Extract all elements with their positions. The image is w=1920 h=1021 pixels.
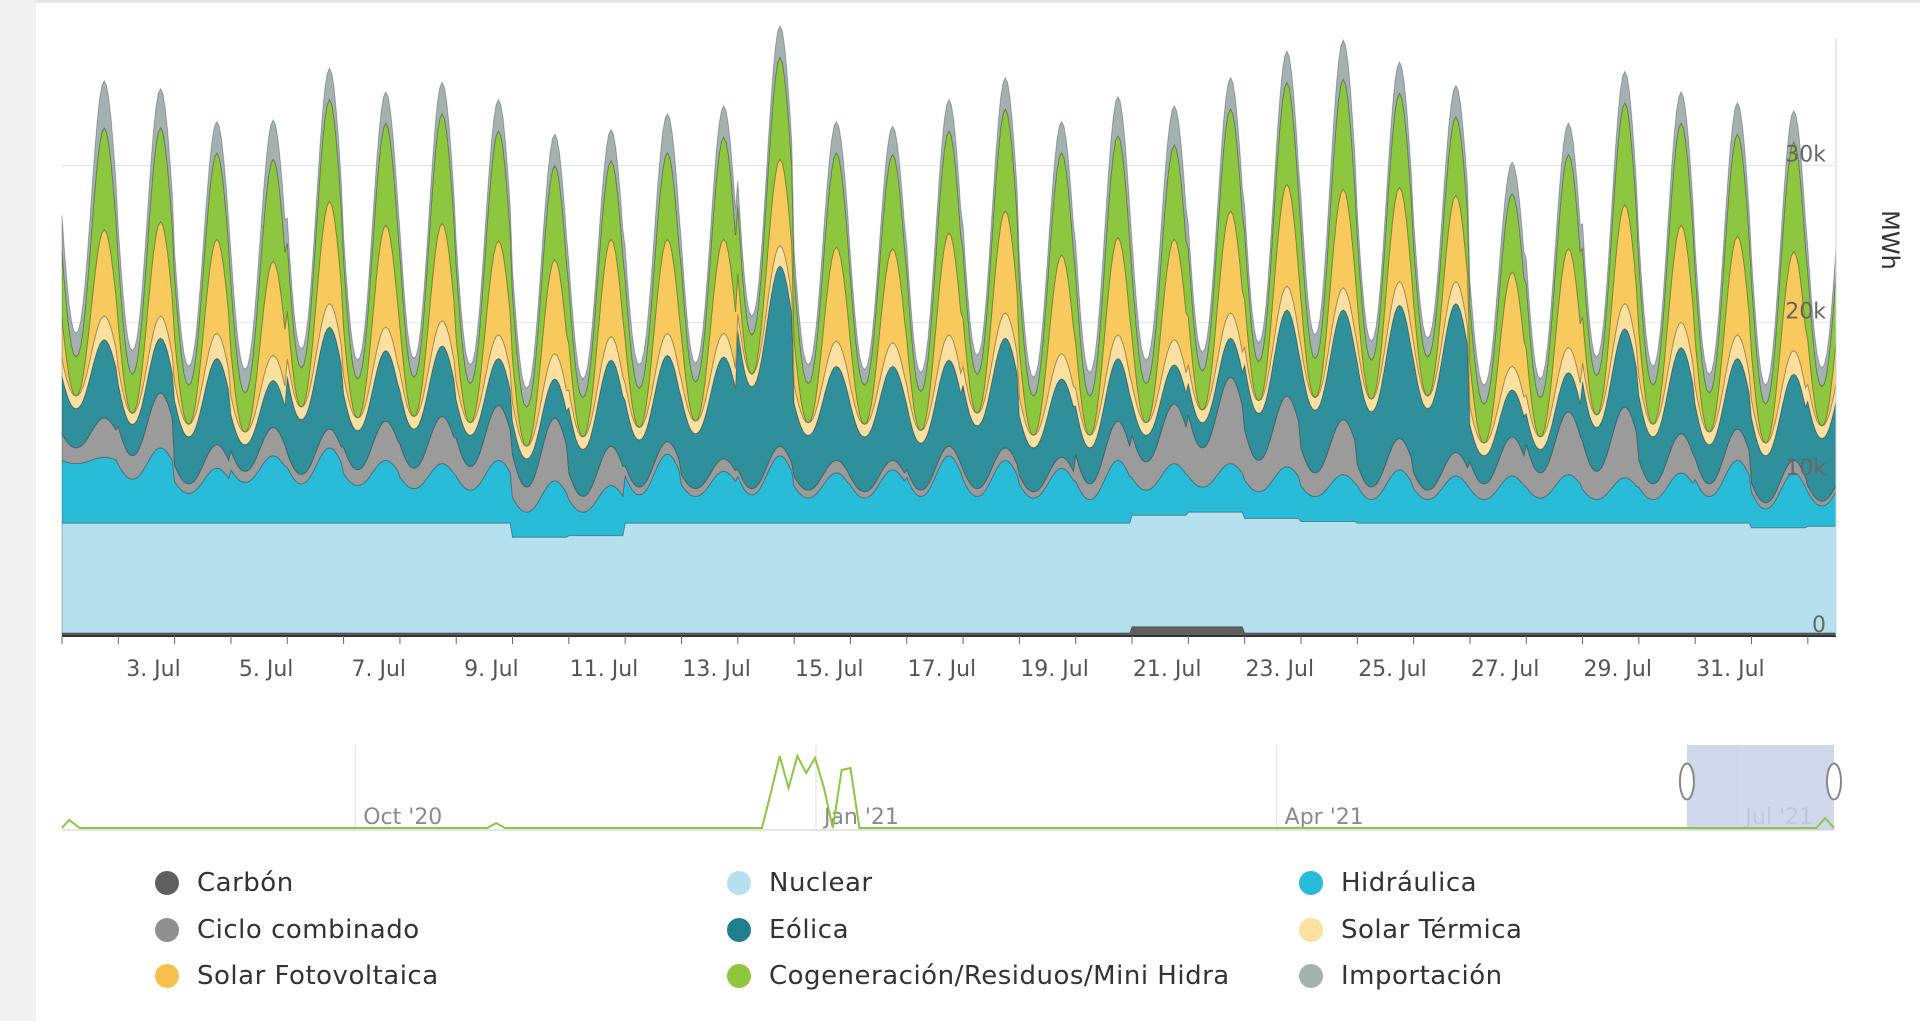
x-tick-label: 15. Jul: [795, 657, 864, 682]
legend-label: Nuclear: [769, 868, 873, 898]
legend-label: Hidráulica: [1341, 868, 1478, 898]
navigator-series-line: [61, 753, 1835, 829]
legend-marker: [155, 871, 179, 895]
legend-label: Cogeneración/Residuos/Mini Hidra: [769, 961, 1230, 992]
x-tick-label: 19. Jul: [1020, 657, 1089, 682]
x-tick-label: 9. Jul: [464, 657, 519, 682]
legend-label: Solar Fotovoltaica: [197, 961, 439, 992]
x-tick-label: 3. Jul: [126, 657, 181, 682]
legend-item[interactable]: Importación: [1299, 961, 1699, 991]
legend-label: Solar Térmica: [1341, 914, 1523, 945]
y-axis-title: MWh: [1876, 210, 1904, 270]
area-nuclear[interactable]: [61, 511, 1837, 634]
legend-marker: [155, 917, 179, 942]
stacked-area-chart[interactable]: 3. Jul 5. Jul 7. Jul 9. Jul 11. Jul 13. Jul 15…: [0, 0, 1920, 850]
navigator-selection: [1686, 745, 1834, 830]
x-tick-label: 21. Jul: [1133, 657, 1202, 682]
legend-marker: [1299, 871, 1323, 895]
legend-item[interactable]: Cogeneración/Residuos/Mini Hidra: [727, 961, 1299, 991]
legend-item[interactable]: Solar Térmica: [1299, 915, 1699, 945]
legend-item[interactable]: Solar Fotovoltaica: [155, 961, 727, 991]
x-tick-label: 29. Jul: [1583, 657, 1652, 682]
legend-label: Ciclo combinado: [197, 914, 420, 945]
y-tick-label: 0: [1812, 613, 1826, 638]
legend-label: Carbón: [197, 868, 294, 898]
x-tick-label: 13. Jul: [682, 657, 751, 682]
top-border: [36, 0, 1920, 3]
y-tick-label: 30k: [1785, 142, 1826, 167]
x-axis: 3. Jul 5. Jul 7. Jul 9. Jul 11. Jul 13. Jul 15…: [61, 635, 1836, 682]
y-tick-label: 10k: [1785, 456, 1826, 481]
legend-marker: [1299, 917, 1323, 942]
legend: Carbón Nuclear Hidráulica Ciclo combinado Eó…: [155, 868, 1655, 998]
legend-item[interactable]: Ciclo combinado: [155, 915, 727, 945]
x-tick-label: 31. Jul: [1696, 657, 1765, 682]
x-tick-label: 7. Jul: [351, 657, 406, 682]
y-axis: 0 10k 20k 30k: [1785, 38, 1837, 638]
legend-marker: [727, 964, 751, 989]
x-tick-label: 5. Jul: [239, 657, 294, 682]
legend-label: Importación: [1341, 961, 1503, 992]
legend-item[interactable]: Carbón: [155, 868, 727, 898]
x-tick-label: 17. Jul: [908, 657, 977, 682]
legend-item[interactable]: Eólica: [727, 915, 1299, 945]
x-tick-label: 25. Jul: [1358, 657, 1427, 682]
area-series[interactable]: [61, 24, 1837, 637]
legend-marker: [1299, 964, 1323, 989]
legend-item[interactable]: Hidráulica: [1299, 868, 1699, 898]
y-tick-label: 20k: [1785, 299, 1826, 324]
legend-marker: [727, 871, 751, 895]
left-page-strip: [0, 0, 36, 1021]
navigator-label: Oct '20: [363, 805, 442, 830]
navigator-label: Apr '21: [1285, 805, 1364, 830]
navigator-handle-left[interactable]: [1678, 762, 1695, 801]
legend-marker: [727, 917, 751, 942]
x-tick-label: 23. Jul: [1246, 657, 1315, 682]
legend-label: Eólica: [769, 914, 850, 945]
x-tick-label: 11. Jul: [570, 657, 639, 682]
x-tick-label: 27. Jul: [1471, 657, 1540, 682]
legend-item[interactable]: Nuclear: [727, 868, 1299, 898]
legend-marker: [155, 964, 179, 989]
navigator-handle-right[interactable]: [1826, 762, 1842, 801]
